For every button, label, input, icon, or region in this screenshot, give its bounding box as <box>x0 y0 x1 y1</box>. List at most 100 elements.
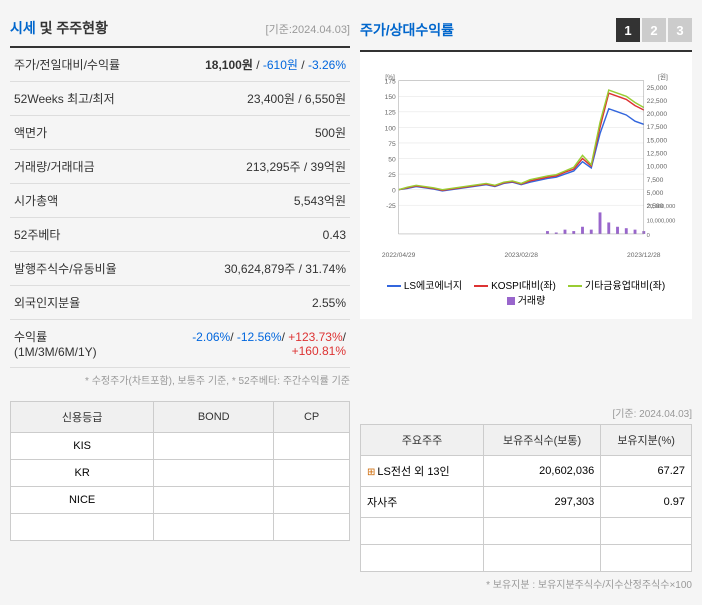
shareholder-section: [기준: 2024.04.03] 주요주주보유주식수(보통)보유지분(%) ⊞L… <box>360 401 692 595</box>
info-value: 30,624,879주 / 31.74% <box>136 252 350 286</box>
svg-text:25: 25 <box>388 172 396 179</box>
table-row: KR <box>11 460 350 487</box>
info-label: 시가총액 <box>10 184 136 218</box>
info-value: 500원 <box>136 116 350 150</box>
info-row: 액면가500원 <box>10 116 350 150</box>
shareholder-table: 주요주주보유주식수(보통)보유지분(%) ⊞LS전선 외 13인20,602,0… <box>360 424 692 572</box>
chart-svg: -2502550751001251501752,5005,0007,50010,… <box>368 60 684 270</box>
info-label: 주가/전일대비/수익률 <box>10 48 136 82</box>
sh-col-header: 주요주주 <box>361 425 484 456</box>
svg-text:20,000: 20,000 <box>647 111 668 118</box>
sh-pct: 0.97 <box>601 487 692 518</box>
sh-pct: 67.27 <box>601 456 692 487</box>
shareholder-date: [기준: 2024.04.03] <box>360 401 692 424</box>
table-row <box>361 518 692 545</box>
credit-col-header: 신용등급 <box>11 402 154 433</box>
info-label: 외국인지분율 <box>10 286 136 320</box>
chart-tab-3[interactable]: 3 <box>668 18 692 42</box>
credit-col-header: CP <box>274 402 350 433</box>
info-value: 2.55% <box>136 286 350 320</box>
table-row: KIS <box>11 433 350 460</box>
credit-cell: KIS <box>11 433 154 460</box>
info-row: 거래량/거래대금213,295주 / 39억원 <box>10 150 350 184</box>
credit-cell <box>274 460 350 487</box>
svg-text:15,000: 15,000 <box>647 137 668 144</box>
chart-header: 주가/상대수익률 123 <box>360 10 692 52</box>
title-sub: 및 주주현황 <box>36 20 108 36</box>
credit-cell: KR <box>11 460 154 487</box>
info-table: 주가/전일대비/수익률18,100원 / -610원 / -3.26%52Wee… <box>10 48 350 368</box>
chart-legend: LS에코에너지KOSPI대비(좌)기타금융업대비(좌)거래량 <box>368 273 684 311</box>
credit-cell <box>274 487 350 514</box>
info-row: 외국인지분율2.55% <box>10 286 350 320</box>
svg-text:50: 50 <box>388 156 396 163</box>
header-date-ref: [기준:2024.04.03] <box>266 21 350 37</box>
info-row: 수익률 (1M/3M/6M/1Y)-2.06%/ -12.56%/ +123.7… <box>10 320 350 368</box>
credit-cell: NICE <box>11 487 154 514</box>
sh-shares: 20,602,036 <box>484 456 601 487</box>
info-value: 0.43 <box>136 218 350 252</box>
chart-tab-2[interactable]: 2 <box>642 18 666 42</box>
info-label: 거래량/거래대금 <box>10 150 136 184</box>
svg-text:150: 150 <box>385 94 396 101</box>
shareholder-footnote: * 보유지분 : 보유지분주식수/지수산정주식수×100 <box>360 572 692 595</box>
table-row <box>11 514 350 541</box>
svg-text:10,000: 10,000 <box>647 164 668 171</box>
svg-text:25,000: 25,000 <box>647 85 668 92</box>
title-main: 시세 <box>10 20 36 36</box>
chart-tab-1[interactable]: 1 <box>616 18 640 42</box>
credit-cell <box>154 460 274 487</box>
footnote: * 수정주가(차트포함), 보통주 기준, * 52주베타: 주간수익률 기준 <box>10 368 350 391</box>
expand-icon[interactable]: ⊞ <box>367 467 375 478</box>
svg-text:100: 100 <box>385 125 396 132</box>
legend-item: KOSPI대비(좌) <box>474 277 556 292</box>
sh-col-header: 보유지분(%) <box>601 425 692 456</box>
legend-swatch <box>568 285 582 287</box>
legend-swatch <box>507 297 515 305</box>
table-row: 자사주297,3030.97 <box>361 487 692 518</box>
sh-name[interactable]: ⊞LS전선 외 13인 <box>361 456 484 487</box>
info-value: -2.06%/ -12.56%/ +123.73%/ +160.81% <box>136 320 350 368</box>
credit-cell <box>154 487 274 514</box>
table-row: NICE <box>11 487 350 514</box>
credit-col-header: BOND <box>154 402 274 433</box>
section-header: 시세 및 주주현황 [기준:2024.04.03] <box>10 10 350 48</box>
svg-text:17,500: 17,500 <box>647 124 668 131</box>
chart-title: 주가/상대수익률 <box>360 20 454 40</box>
info-value: 5,543억원 <box>136 184 350 218</box>
table-row: ⊞LS전선 외 13인20,602,03667.27 <box>361 456 692 487</box>
legend-item: LS에코에너지 <box>387 277 462 292</box>
svg-text:5,000: 5,000 <box>647 190 664 197</box>
svg-text:20,000,000: 20,000,000 <box>647 204 676 210</box>
info-value: 213,295주 / 39억원 <box>136 150 350 184</box>
svg-text:[원]: [원] <box>658 72 668 81</box>
svg-text:12,500: 12,500 <box>647 151 668 158</box>
svg-text:-25: -25 <box>386 203 396 210</box>
info-row: 52주베타0.43 <box>10 218 350 252</box>
svg-text:2022/04/29: 2022/04/29 <box>382 252 416 259</box>
info-row: 주가/전일대비/수익률18,100원 / -610원 / -3.26% <box>10 48 350 82</box>
svg-text:75: 75 <box>388 141 396 148</box>
chart-area: -2502550751001251501752,5005,0007,50010,… <box>360 52 692 319</box>
svg-text:7,500: 7,500 <box>647 177 664 184</box>
svg-text:125: 125 <box>385 110 396 117</box>
legend-swatch <box>387 285 401 287</box>
credit-table: 신용등급BONDCP KIS KR NICE <box>10 401 350 541</box>
sh-col-header: 보유주식수(보통) <box>484 425 601 456</box>
svg-text:2023/02/28: 2023/02/28 <box>504 252 538 259</box>
legend-item: 기타금융업대비(좌) <box>568 277 665 292</box>
svg-text:0: 0 <box>392 188 396 195</box>
table-row <box>361 545 692 572</box>
info-row: 발행주식수/유동비율30,624,879주 / 31.74% <box>10 252 350 286</box>
info-label: 52Weeks 최고/최저 <box>10 82 136 116</box>
svg-text:0: 0 <box>647 233 650 239</box>
svg-text:22,500: 22,500 <box>647 98 668 105</box>
svg-text:2023/12/28: 2023/12/28 <box>627 252 661 259</box>
credit-section: 신용등급BONDCP KIS KR NICE <box>10 401 350 595</box>
credit-cell <box>274 433 350 460</box>
info-label: 52주베타 <box>10 218 136 252</box>
info-value: 18,100원 / -610원 / -3.26% <box>136 48 350 82</box>
svg-text:[%]: [%] <box>385 74 395 81</box>
info-row: 시가총액5,543억원 <box>10 184 350 218</box>
info-value: 23,400원 / 6,550원 <box>136 82 350 116</box>
